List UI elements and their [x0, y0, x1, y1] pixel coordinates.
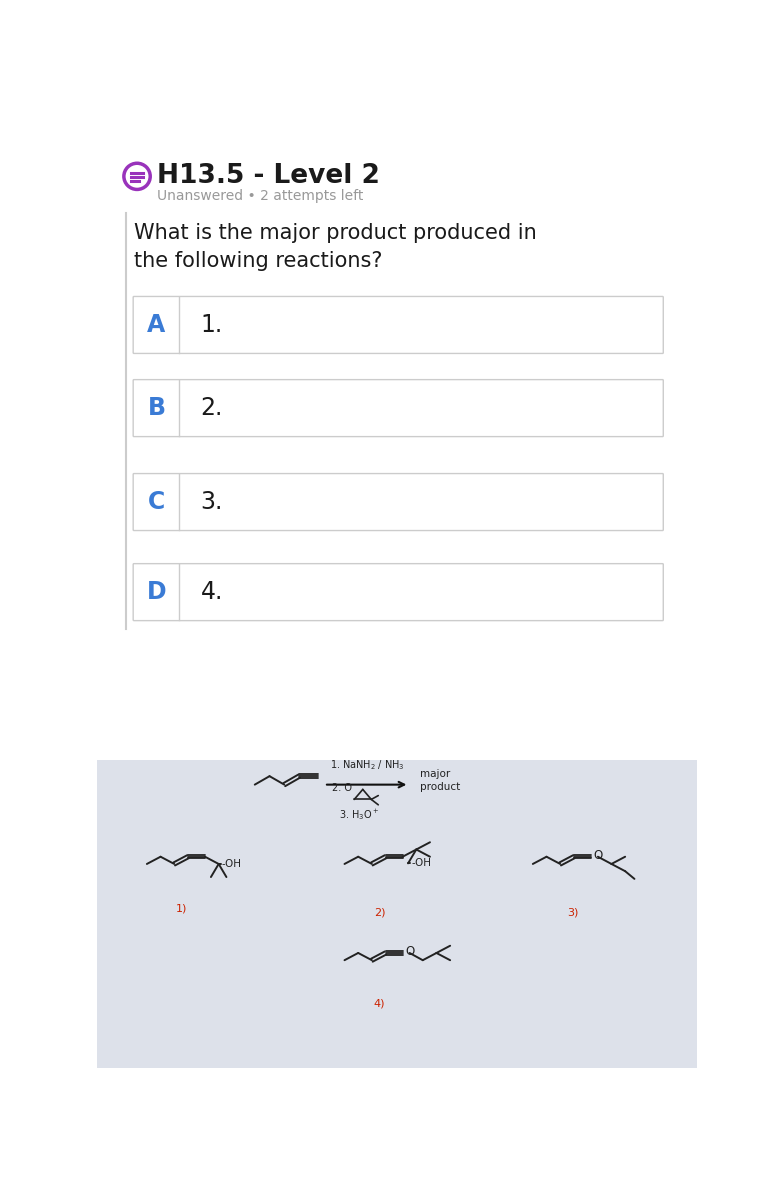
Text: -OH: -OH: [411, 858, 431, 869]
FancyBboxPatch shape: [133, 379, 663, 437]
Text: O: O: [593, 848, 602, 862]
Text: -OH: -OH: [222, 859, 241, 869]
Text: H13.5 - Level 2: H13.5 - Level 2: [157, 163, 380, 190]
Text: 4.: 4.: [200, 580, 223, 604]
Text: C: C: [148, 490, 165, 514]
Text: 2.: 2.: [200, 396, 223, 420]
Text: What is the major product produced in
the following reactions?: What is the major product produced in th…: [134, 222, 536, 270]
Text: 3. H$_3$O$^+$: 3. H$_3$O$^+$: [339, 808, 379, 822]
Text: 1): 1): [176, 904, 187, 914]
FancyBboxPatch shape: [133, 564, 663, 620]
Text: Unanswered • 2 attempts left: Unanswered • 2 attempts left: [157, 190, 364, 203]
FancyBboxPatch shape: [133, 474, 663, 530]
Text: 2. O: 2. O: [332, 782, 352, 793]
Text: 2): 2): [374, 907, 385, 917]
Text: 3): 3): [567, 907, 578, 917]
Text: O: O: [405, 944, 414, 958]
Text: 1. NaNH$_2$ / NH$_3$: 1. NaNH$_2$ / NH$_3$: [330, 758, 404, 773]
Text: 1.: 1.: [200, 313, 223, 337]
Text: B: B: [147, 396, 166, 420]
Text: major
product: major product: [420, 769, 461, 792]
Text: D: D: [146, 580, 166, 604]
FancyBboxPatch shape: [97, 760, 697, 1068]
FancyBboxPatch shape: [133, 296, 663, 354]
Text: 3.: 3.: [200, 490, 223, 514]
Text: A: A: [147, 313, 166, 337]
Text: 4): 4): [374, 998, 385, 1009]
